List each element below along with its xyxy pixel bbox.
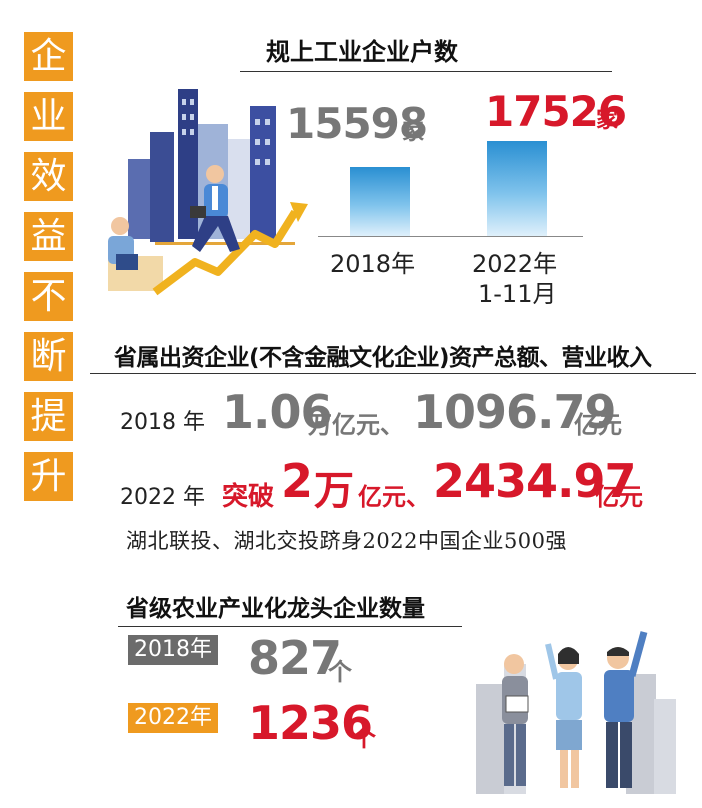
side-title-char: 提: [24, 392, 73, 441]
revenue-2018-unit: 亿元: [574, 411, 622, 439]
revenue-2018: 1096.79: [413, 385, 617, 439]
asset-2018: 1.06: [222, 385, 332, 439]
side-title-char: 不: [24, 272, 73, 321]
section1-title: 规上工业企业户数: [266, 38, 458, 66]
bar-2018: [350, 167, 410, 236]
side-title-char: 升: [24, 452, 73, 501]
side-title-char: 效: [24, 152, 73, 201]
section3-title: 省级农业产业化龙头企业数量: [126, 596, 425, 622]
revenue-2022: 2434.97: [433, 454, 637, 508]
count-2022-unit: 个: [352, 724, 376, 752]
section2-rule: [90, 373, 696, 374]
section2-note: 湖北联投、湖北交投跻身2022中国企业500强: [126, 529, 568, 553]
section2-title: 省属出资企业(不含金融文化企业)资产总额、营业收入: [114, 345, 652, 371]
breakthrough-label: 突破: [222, 482, 275, 512]
city-businessman-illustration: [108, 89, 308, 296]
side-title-char: 益: [24, 212, 73, 261]
asset-2022: 2: [281, 454, 313, 508]
label-2022: 2022年: [472, 250, 558, 278]
asset-2018-unit: 万亿元、: [308, 411, 404, 439]
year-tag-2018: 2018年: [128, 635, 218, 665]
asset-2022-unit-wan: 万: [314, 468, 354, 514]
count-2018-unit: 个: [328, 658, 352, 686]
value-2018: 15598: [286, 99, 428, 148]
revenue-2022-unit: 亿元: [595, 483, 643, 511]
section3-rule: [118, 626, 462, 627]
cheering-workers-illustration: [476, 631, 676, 794]
side-title-char: 断: [24, 332, 73, 381]
row-2018-year: 2018 年: [120, 410, 205, 435]
row-2022-year: 2022 年: [120, 485, 205, 510]
bar-2022: [487, 141, 547, 236]
value-2022: 17526: [485, 87, 627, 136]
section1-rule: [240, 71, 612, 72]
asset-2022-unit: 亿元、: [358, 483, 430, 511]
label-2018: 2018年: [330, 250, 416, 278]
count-2022: 1236: [248, 696, 373, 750]
side-title-char: 企: [24, 32, 73, 81]
unit-2018: 家: [402, 120, 425, 145]
year-tag-2022: 2022年: [128, 703, 218, 733]
label-2022-period: 1-11月: [478, 280, 557, 308]
chart-baseline: [318, 236, 583, 237]
count-2018: 827: [248, 631, 342, 685]
side-title-char: 业: [24, 92, 73, 141]
unit-2022: 家: [596, 108, 619, 133]
